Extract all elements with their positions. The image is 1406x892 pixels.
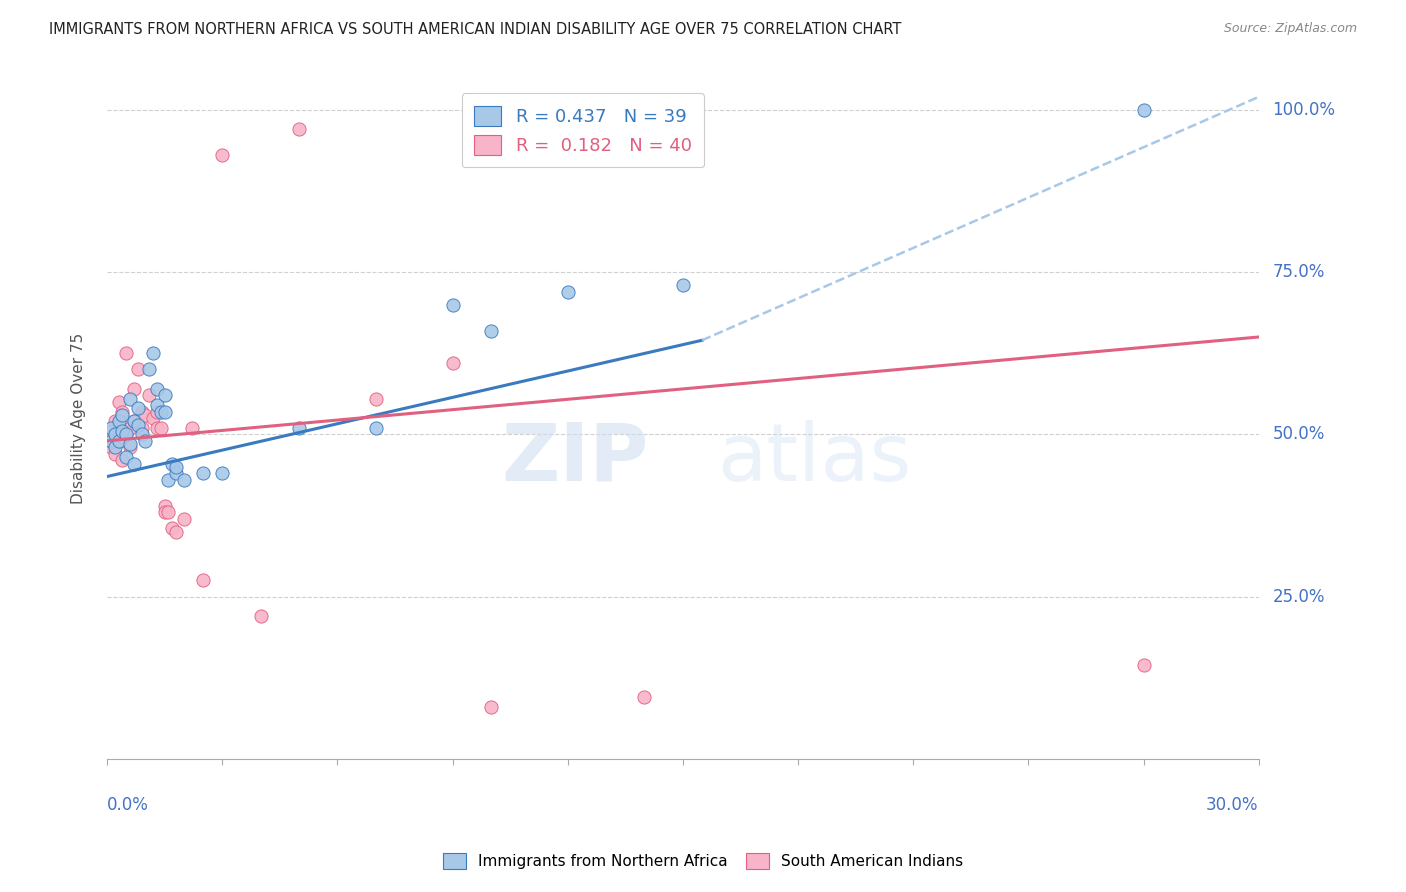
Point — [165, 524, 187, 539]
Point — [104, 414, 127, 428]
Point — [107, 434, 129, 448]
Point — [111, 453, 134, 467]
Point — [557, 285, 579, 299]
Point — [134, 434, 156, 448]
Y-axis label: Disability Age Over 75: Disability Age Over 75 — [72, 333, 86, 504]
Point — [131, 427, 153, 442]
Point — [104, 427, 127, 442]
Point — [142, 346, 165, 360]
Point — [122, 382, 145, 396]
Text: 75.0%: 75.0% — [1272, 263, 1324, 281]
Point — [162, 457, 184, 471]
Point — [1132, 657, 1154, 672]
Point — [441, 297, 464, 311]
Text: 0.0%: 0.0% — [107, 797, 149, 814]
Point — [100, 424, 122, 438]
Point — [100, 440, 122, 454]
Point — [249, 609, 271, 624]
Point — [127, 362, 149, 376]
Point — [138, 362, 160, 376]
Point — [1132, 103, 1154, 117]
Point — [107, 417, 129, 432]
Point — [142, 411, 165, 425]
Point — [157, 505, 180, 519]
Point — [122, 457, 145, 471]
Point — [479, 324, 502, 338]
Point — [100, 434, 122, 448]
Point — [120, 440, 142, 454]
Point — [146, 404, 169, 418]
Point — [138, 388, 160, 402]
Point — [131, 421, 153, 435]
Point — [479, 699, 502, 714]
Point — [120, 392, 142, 406]
Point — [146, 421, 169, 435]
Point — [122, 414, 145, 428]
Point — [146, 398, 169, 412]
Point — [131, 404, 153, 418]
Point — [122, 414, 145, 428]
Point — [153, 404, 176, 418]
Point — [211, 148, 233, 162]
Point — [288, 122, 311, 136]
Point — [146, 382, 169, 396]
Point — [288, 421, 311, 435]
Point — [633, 690, 655, 705]
Text: ZIP: ZIP — [501, 420, 648, 498]
Point — [127, 401, 149, 416]
Point — [107, 414, 129, 428]
Point — [153, 388, 176, 402]
Point — [115, 427, 138, 442]
Point — [153, 505, 176, 519]
Point — [120, 437, 142, 451]
Point — [107, 395, 129, 409]
Point — [191, 574, 214, 588]
Text: 25.0%: 25.0% — [1272, 588, 1324, 606]
Legend: Immigrants from Northern Africa, South American Indians: Immigrants from Northern Africa, South A… — [437, 847, 969, 875]
Point — [127, 417, 149, 432]
Point — [364, 421, 387, 435]
Point — [191, 467, 214, 481]
Point — [173, 511, 195, 525]
Text: 100.0%: 100.0% — [1272, 101, 1336, 119]
Point — [153, 499, 176, 513]
Point — [672, 278, 695, 293]
Point — [211, 467, 233, 481]
Point — [111, 408, 134, 422]
Point — [149, 421, 172, 435]
Text: 30.0%: 30.0% — [1206, 797, 1258, 814]
Point — [173, 473, 195, 487]
Text: atlas: atlas — [717, 420, 912, 498]
Point — [180, 421, 202, 435]
Text: 50.0%: 50.0% — [1272, 425, 1324, 443]
Point — [111, 404, 134, 418]
Point — [149, 404, 172, 418]
Point — [115, 346, 138, 360]
Point — [111, 424, 134, 438]
Point — [107, 434, 129, 448]
Point — [100, 421, 122, 435]
Point — [162, 521, 184, 535]
Point — [115, 450, 138, 464]
Legend: R = 0.437   N = 39, R =  0.182   N = 40: R = 0.437 N = 39, R = 0.182 N = 40 — [461, 94, 704, 168]
Point — [364, 392, 387, 406]
Point — [441, 356, 464, 370]
Point — [104, 447, 127, 461]
Text: IMMIGRANTS FROM NORTHERN AFRICA VS SOUTH AMERICAN INDIAN DISABILITY AGE OVER 75 : IMMIGRANTS FROM NORTHERN AFRICA VS SOUTH… — [49, 22, 901, 37]
Point — [115, 427, 138, 442]
Point — [120, 421, 142, 435]
Point — [134, 408, 156, 422]
Text: Source: ZipAtlas.com: Source: ZipAtlas.com — [1223, 22, 1357, 36]
Point — [157, 473, 180, 487]
Point — [104, 440, 127, 454]
Point — [165, 459, 187, 474]
Point — [165, 467, 187, 481]
